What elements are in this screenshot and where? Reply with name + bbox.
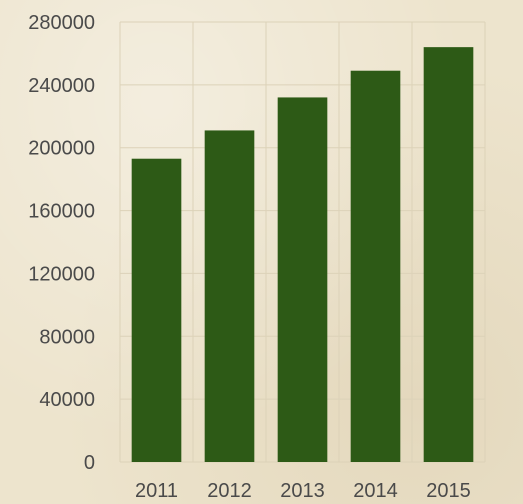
bar-2015 <box>423 47 474 463</box>
bar-2012 <box>204 130 255 462</box>
bar-2013 <box>277 97 328 462</box>
y-tick-label: 240000 <box>28 75 95 97</box>
bars <box>131 47 474 463</box>
y-tick-label: 40000 <box>39 389 95 411</box>
y-axis-tick-labels: 0 40000 80000 120000 160000 200000 240000 28000… <box>28 12 95 474</box>
y-tick-label: 160000 <box>28 201 95 223</box>
y-tick-label: 0 <box>84 452 95 474</box>
x-tick-label: 2015 <box>426 480 471 502</box>
y-tick-label: 280000 <box>28 12 95 34</box>
y-tick-label: 200000 <box>28 138 95 160</box>
x-tick-label: 2013 <box>280 480 325 502</box>
x-tick-label: 2011 <box>135 480 178 502</box>
y-tick-label: 120000 <box>28 263 95 285</box>
y-tick-label: 80000 <box>39 326 95 348</box>
x-tick-label: 2012 <box>207 480 252 502</box>
x-axis-tick-labels: 2011 2012 2013 2014 2015 <box>135 480 471 502</box>
bar-2011 <box>131 158 182 462</box>
x-tick-label: 2014 <box>353 480 398 502</box>
bar-2014 <box>350 70 401 462</box>
